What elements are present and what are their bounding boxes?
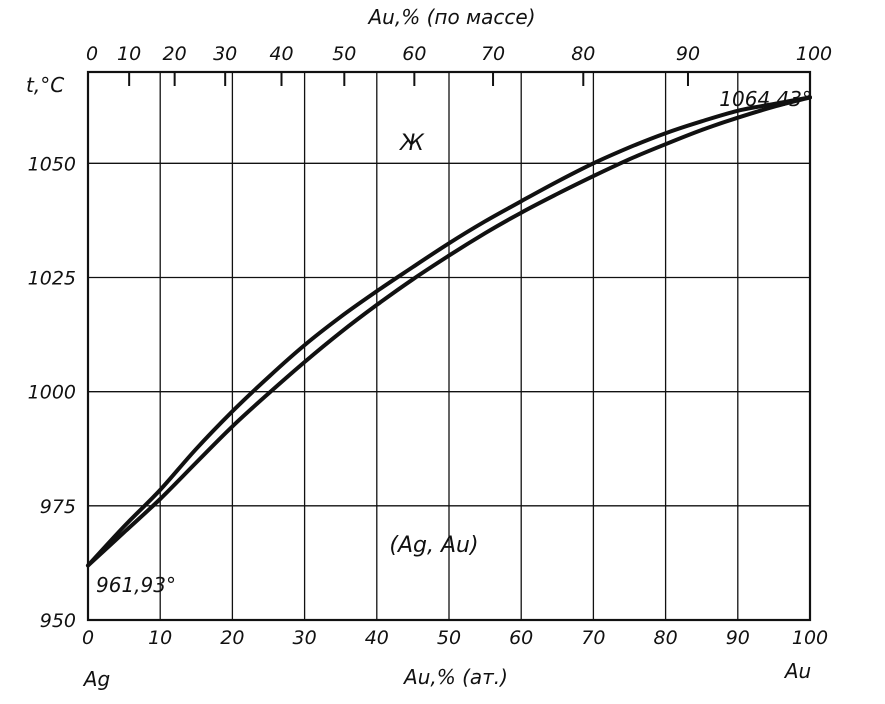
top-tick-label-90: 90	[676, 43, 700, 65]
curve-layer	[86, 95, 812, 568]
x-tick-label-80: 80	[654, 627, 678, 649]
x-tick-label-90: 90	[726, 627, 750, 649]
y-tick-label-1025: 1025	[28, 268, 76, 290]
top-tick-label-30: 30	[213, 43, 237, 65]
bottom-axis-title: Au,% (ат.)	[402, 665, 508, 689]
top-tick-label-20: 20	[163, 43, 187, 65]
liquidus-curve	[86, 95, 812, 568]
left-end-label: Ag	[82, 667, 110, 691]
right-end-label: Au	[783, 659, 811, 683]
y-tick-label-1050: 1050	[28, 153, 76, 175]
x-tick-label-40: 40	[365, 627, 389, 649]
top-tick-label-100: 100	[796, 43, 832, 65]
grid-layer	[88, 72, 810, 620]
x-tick-label-10: 10	[148, 627, 172, 649]
x-tick-label-0: 0	[82, 627, 94, 649]
solidus-curve	[86, 95, 812, 568]
top-tick-label-80: 80	[571, 43, 595, 65]
x-tick-label-20: 20	[220, 627, 244, 649]
phase-label-solid: (Ag, Au)	[389, 533, 478, 558]
plot-frame	[86, 70, 812, 622]
annotation-ag-melting: 961,93°	[96, 573, 176, 597]
x-tick-label-30: 30	[293, 627, 317, 649]
top-tick-label-0: 0	[86, 43, 98, 65]
top-tick-label-70: 70	[481, 43, 505, 65]
phase-label-liquid: Ж	[398, 131, 425, 156]
label-layer: 0 10 20 30 40 50 60 70 80 90 100950975100010251050…	[28, 43, 832, 649]
top-axis-title: Au,% (по массе)	[367, 5, 536, 29]
x-tick-label-100: 100	[792, 627, 828, 649]
tick-layer	[128, 72, 689, 86]
x-tick-label-60: 60	[509, 627, 533, 649]
top-tick-label-50: 50	[332, 43, 356, 65]
y-axis-title: t,°C	[26, 73, 64, 97]
top-tick-label-10: 10	[117, 43, 141, 65]
x-tick-label-50: 50	[437, 627, 461, 649]
y-tick-label-950: 950	[40, 610, 76, 632]
top-tick-label-40: 40	[269, 43, 293, 65]
x-tick-label-70: 70	[581, 627, 605, 649]
y-tick-label-975: 975	[40, 496, 76, 518]
top-tick-label-60: 60	[402, 43, 426, 65]
annotation-au-melting: 1064,43°	[719, 87, 812, 111]
y-tick-label-1000: 1000	[28, 382, 76, 404]
